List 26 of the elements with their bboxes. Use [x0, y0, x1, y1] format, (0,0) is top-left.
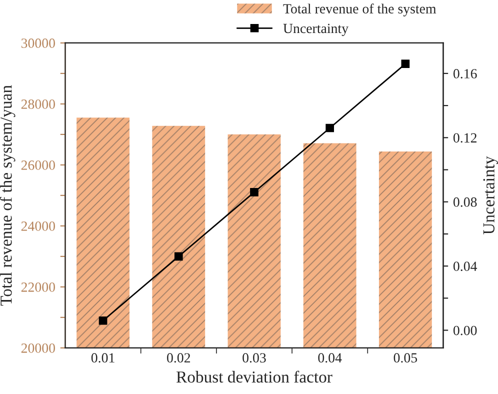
x-tick-label: 0.03 [242, 353, 266, 363]
y2-axis-title: Uncertainty [483, 156, 498, 234]
y-tick-label: 24000 [21, 222, 55, 231]
x-tick-label: 0.05 [394, 353, 418, 363]
y-tick-label: 30000 [21, 38, 55, 48]
y-tick-label: 28000 [21, 100, 55, 109]
legend-label: Uncertainty [283, 24, 348, 36]
y2-tick-label: 0.00 [453, 326, 477, 336]
y2-tick-label: 0.04 [453, 262, 478, 272]
y2-tick-label: 0.16 [453, 69, 477, 78]
legend-label: Total revenue of the system [283, 4, 436, 16]
point [401, 60, 410, 68]
x-tick-label: 0.01 [91, 353, 114, 363]
y-tick-label: 26000 [21, 160, 55, 170]
x-axis-title: Robust deviation factor [176, 370, 332, 383]
y2-tick-label: 0.08 [453, 197, 477, 207]
y-tick-label: 22000 [21, 282, 55, 292]
x-tick-label: 0.02 [167, 353, 190, 363]
y-axis-title: Total revenue of the system/yuan [0, 85, 16, 306]
point [98, 316, 108, 325]
y-tick-label: 20000 [21, 343, 55, 353]
point [326, 124, 334, 132]
y2-tick-label: 0.12 [453, 133, 476, 143]
point [250, 188, 258, 196]
x-tick-label: 0.04 [318, 353, 342, 363]
point [174, 252, 183, 261]
